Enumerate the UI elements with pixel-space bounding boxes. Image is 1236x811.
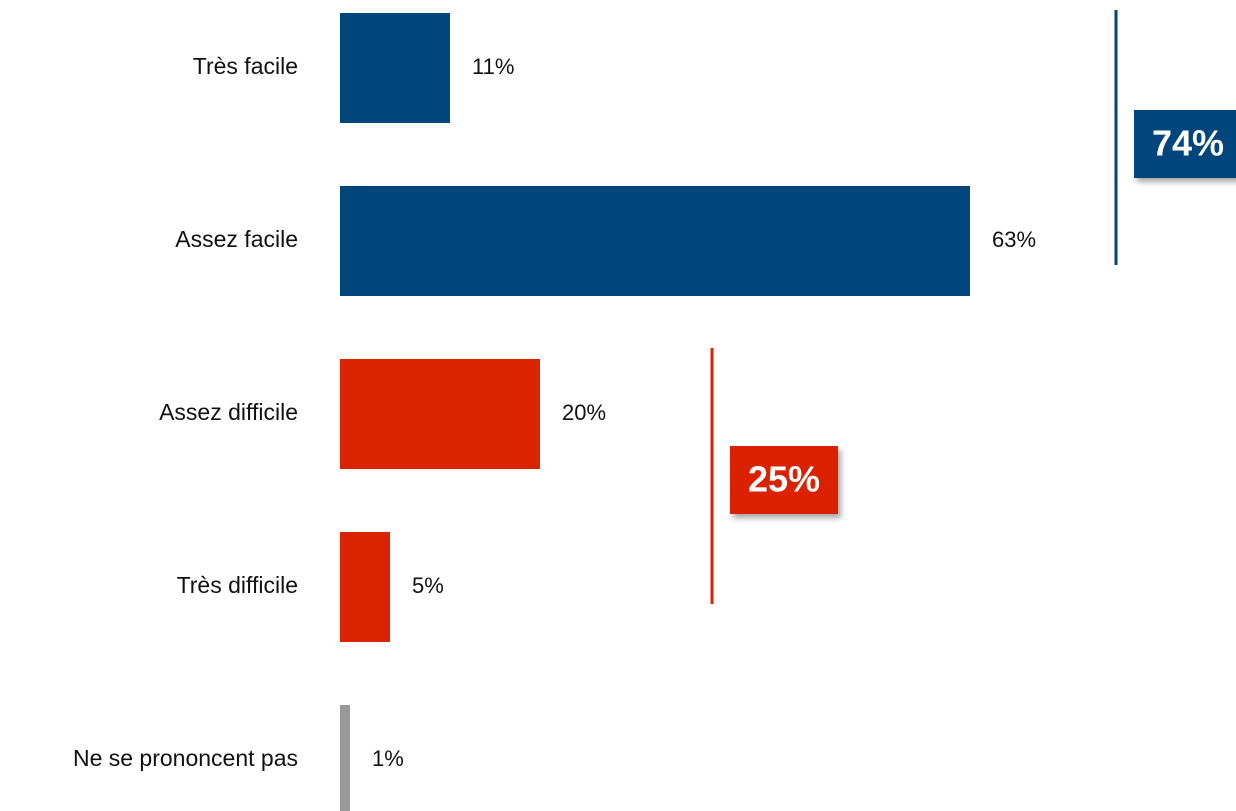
value-label-2: 20%: [562, 400, 606, 425]
category-label-4: Ne se prononcent pas: [73, 745, 298, 771]
group-totals-layer: 74% 25%: [710, 10, 1236, 604]
category-label-0: Très facile: [193, 53, 298, 79]
group-total-badge-0: [1134, 110, 1236, 178]
bars-layer: [340, 13, 970, 811]
bar-2: [340, 359, 540, 469]
bar-1: [340, 186, 970, 296]
value-label-1: 63%: [992, 227, 1036, 252]
value-label-3: 5%: [412, 573, 444, 598]
labels-layer: Très facile 11% Assez facile 63% Assez diffi…: [73, 53, 1036, 771]
value-label-4: 1%: [372, 746, 404, 771]
bar-0: [340, 13, 450, 123]
group-total-badge-1: [730, 446, 838, 514]
bar-3: [340, 532, 390, 642]
value-label-0: 11%: [472, 54, 514, 79]
group-total-label-1: 25%: [748, 459, 820, 500]
category-label-2: Assez difficile: [159, 399, 298, 425]
category-label-3: Très difficile: [177, 572, 298, 598]
group-total-label-0: 74%: [1152, 123, 1224, 164]
category-label-1: Assez facile: [175, 226, 298, 252]
bar-4: [340, 705, 350, 811]
